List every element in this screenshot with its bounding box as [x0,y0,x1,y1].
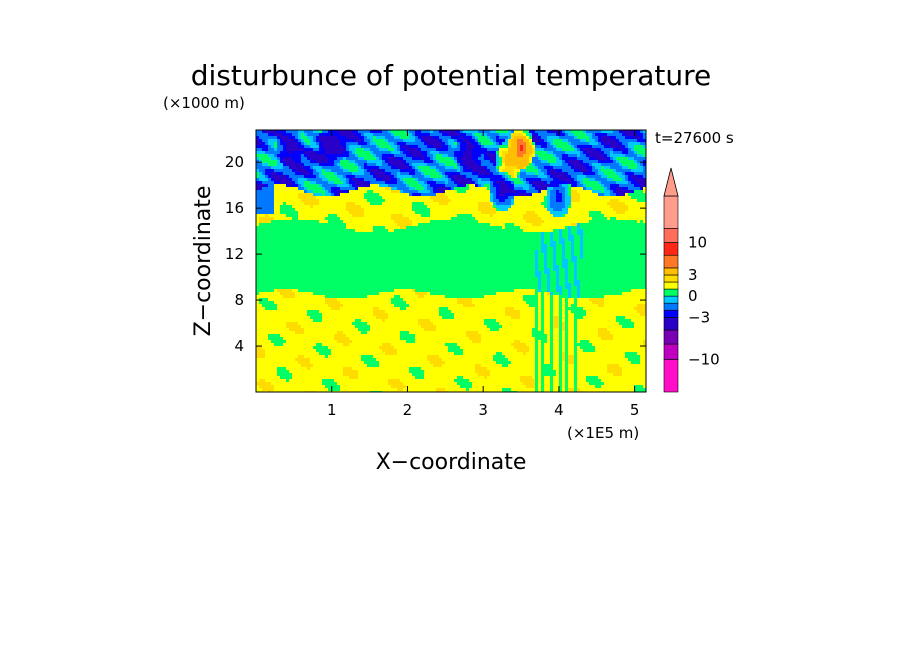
colorbar-overflow-arrow [663,167,679,197]
colorbar-segment [663,195,679,229]
colorbar-segment [663,316,679,331]
colorbar-segment [663,295,679,304]
colorbar-segment [663,288,679,297]
y-tick-label: 12 [225,245,244,263]
x-tick-label: 1 [327,401,337,419]
y-tick-label: 16 [225,199,244,217]
colorbar: 10 3 0 −3 −10 [663,167,720,393]
colorbar-segment [663,281,679,290]
colorbar-tick-label: −10 [688,351,720,369]
colorbar-segment [663,329,679,345]
x-axis: 1 2 3 4 5 [327,130,639,419]
y-unit-label: (×1000 m) [163,94,245,112]
x-tick-label: 5 [630,401,640,419]
colorbar-tick-label: −3 [688,308,710,326]
colorbar-segment [663,228,679,243]
x-tick-label: 3 [478,401,488,419]
y-axis-label: Z−coordinate [191,186,216,337]
time-label: t=27600 s [655,129,734,147]
colorbar-tick-label: 3 [688,266,698,284]
y-tick-label: 4 [234,337,244,355]
contour-field [256,130,646,392]
colorbar-segment [663,267,679,276]
y-tick-label: 20 [225,153,244,171]
x-unit-label: (×1E5 m) [567,424,639,442]
y-tick-label: 8 [234,291,244,309]
x-tick-label: 4 [554,401,564,419]
plot-frame [255,129,647,393]
colorbar-segment [663,343,679,360]
colorbar-tick-label: 10 [688,234,707,252]
colorbar-segment [663,254,679,269]
colorbar-segment [663,274,679,283]
colorbar-segment [663,242,679,256]
x-axis-label: X−coordinate [376,450,527,475]
colorbar-tick-label: 0 [688,287,698,305]
y-axis: 4 8 12 16 20 [225,153,646,355]
colorbar-segment [663,309,679,318]
colorbar-segment [663,302,679,311]
colorbar-segment [663,359,679,393]
x-tick-label: 2 [403,401,413,419]
chart-title: disturbunce of potential temperature [191,59,712,92]
